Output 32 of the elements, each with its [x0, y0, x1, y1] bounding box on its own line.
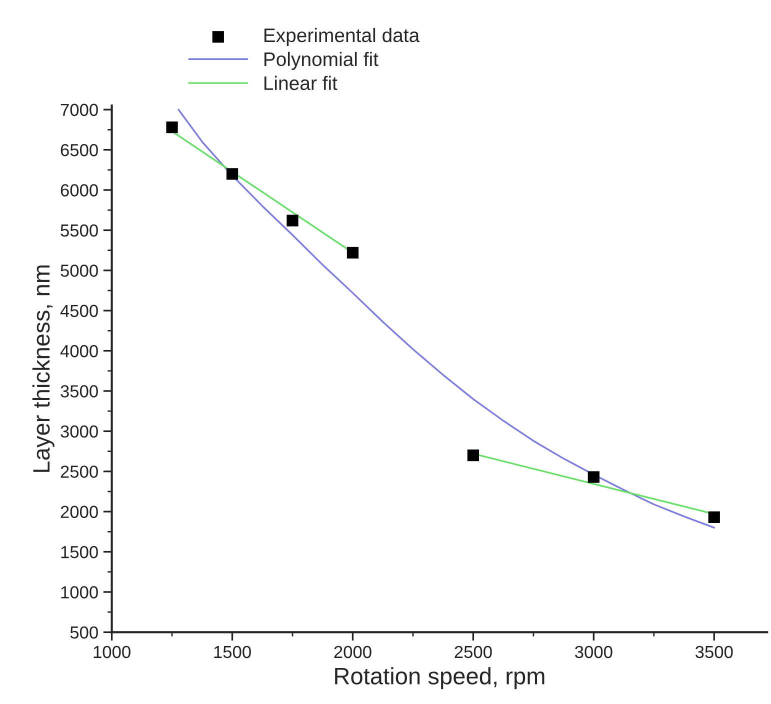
x-axis-title: Rotation speed, rpm	[335, 667, 544, 690]
point	[708, 511, 720, 524]
legend-label: Linear fit	[264, 76, 338, 90]
y-tick-label: 4000	[60, 344, 98, 358]
y-tick-label: 6000	[60, 184, 98, 196]
y-tick-label: 500	[70, 626, 98, 639]
x-tick-label: 3500	[695, 646, 733, 658]
point	[226, 168, 238, 180]
y-tick-label: 3000	[60, 425, 98, 438]
y-tick-label: 4500	[60, 304, 98, 318]
x-tick-label: 2500	[454, 646, 492, 658]
point	[286, 214, 298, 226]
x-tick-label: 3000	[575, 646, 612, 658]
y-tick-label: 6500	[60, 144, 98, 156]
legend-label: Polynomial fit	[264, 52, 378, 70]
y-tick-label: 1000	[61, 586, 98, 598]
y-tick-label: 7000	[60, 104, 98, 116]
x-tick-label: 2000	[334, 646, 372, 658]
point	[166, 121, 178, 134]
y-tick-label: 2000	[60, 506, 98, 518]
y-tick-label: 2500	[60, 466, 98, 478]
x-tick-label: 1000	[94, 646, 130, 658]
y-tick-label: 5500	[60, 224, 98, 237]
y-tick-label: 5000	[60, 264, 98, 277]
point	[467, 450, 480, 462]
y-tick-label: 3500	[60, 385, 98, 398]
point	[588, 471, 600, 483]
x-tick-label: 1500	[214, 646, 251, 658]
legend-label: Experimental data	[264, 28, 420, 46]
y-axis-title: Layer thickness, nm	[32, 265, 54, 472]
y-tick-label: 1500	[61, 546, 98, 558]
point	[346, 246, 359, 259]
